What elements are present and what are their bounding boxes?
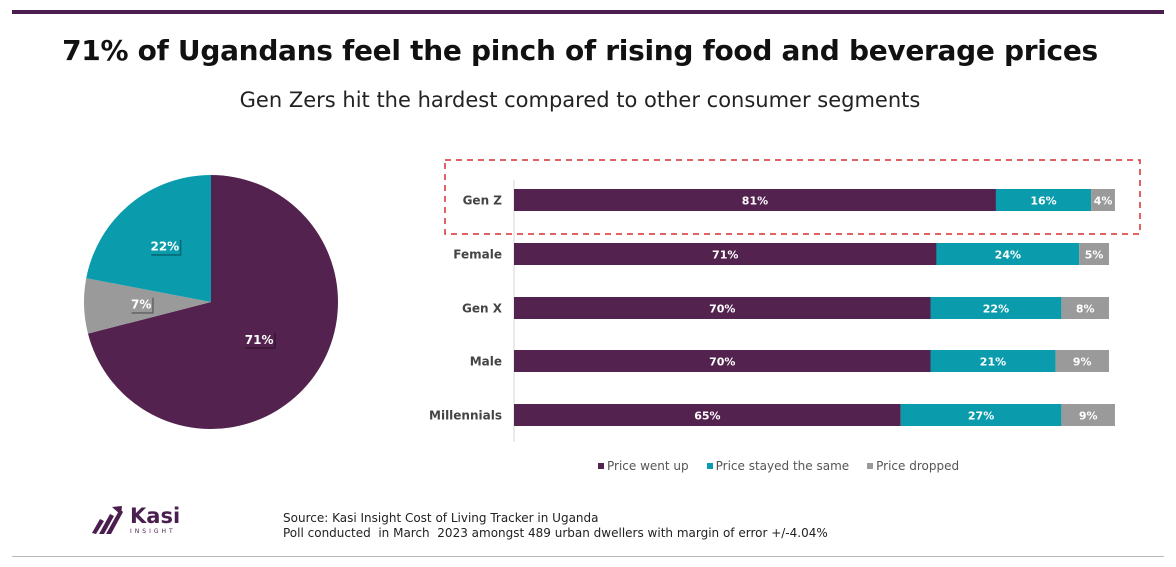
category-label-male: Male	[470, 355, 502, 369]
poll-note-line: Poll conducted in March 2023 amongst 489…	[283, 526, 828, 540]
chart-title: 71% of Ugandans feel the pinch of rising…	[62, 34, 1098, 67]
data-label-millennials-price-stayed-the-same: 27%	[968, 410, 994, 423]
data-label-male-price-dropped: 9%	[1073, 356, 1092, 369]
legend-item-dropped: Price dropped	[867, 459, 959, 473]
legend-swatch-dropped	[867, 463, 874, 469]
bar-male-price-stayed-the-same	[930, 350, 1056, 372]
top-rule	[12, 10, 1164, 14]
pie-slice-price-went-up	[87, 175, 339, 430]
bar-millennials-price-stayed-the-same	[900, 404, 1062, 426]
bar-gen-z-price-stayed-the-same	[995, 189, 1092, 211]
category-label-gen-x: Gen X	[462, 302, 503, 316]
data-label-gen-z-price-dropped: 4%	[1094, 195, 1113, 208]
data-label-millennials-price-dropped: 9%	[1079, 410, 1098, 423]
pie-chart: 71% 7% 22%	[83, 175, 339, 430]
source-note: Source: Kasi Insight Cost of Living Trac…	[283, 511, 828, 541]
bar-female-price-stayed-the-same	[936, 243, 1080, 265]
pie-label-box	[244, 331, 275, 348]
chart-legend: Price went up Price stayed the same Pric…	[598, 459, 959, 473]
bar-gen-z-price-dropped	[1091, 189, 1115, 211]
bottom-rule	[12, 556, 1164, 557]
data-label-female-price-stayed-the-same: 24%	[995, 249, 1021, 262]
data-label-male-price-stayed-the-same: 21%	[980, 356, 1006, 369]
bar-millennials-price-went-up	[514, 404, 901, 426]
category-label-female: Female	[453, 248, 502, 262]
legend-swatch-went-up	[598, 463, 604, 469]
data-label-gen-x-price-stayed-the-same: 22%	[983, 303, 1009, 316]
data-label-millennials-price-went-up: 65%	[694, 410, 720, 423]
pie-label-price-went-up: 71%	[245, 333, 274, 347]
category-label-gen-z: Gen Z	[463, 194, 503, 208]
data-label-male-price-went-up: 70%	[709, 356, 735, 369]
pie-slice-price-stayed-the-same	[86, 175, 211, 302]
legend-label-same: Price stayed the same	[715, 459, 850, 473]
bar-male-price-went-up	[514, 350, 931, 372]
pie-label-price-dropped: 7%	[131, 298, 151, 312]
source-line: Source: Kasi Insight Cost of Living Trac…	[283, 511, 599, 525]
legend-label-went-up: Price went up	[607, 459, 689, 473]
data-label-gen-x-price-went-up: 70%	[709, 303, 735, 316]
legend-swatch-same	[706, 463, 713, 469]
legend-item-same: Price stayed the same	[706, 459, 850, 473]
data-label-gen-z-price-stayed-the-same: 16%	[1030, 195, 1056, 208]
data-label-female-price-dropped: 5%	[1085, 249, 1104, 262]
pie-label-box	[130, 296, 153, 313]
pie-label-price-stayed-the-same: 22%	[150, 240, 179, 254]
data-label-female-price-went-up: 71%	[712, 249, 738, 262]
kasi-logo-icon	[92, 506, 123, 534]
bar-millennials-price-dropped	[1061, 404, 1115, 426]
data-label-gen-x-price-dropped: 8%	[1076, 303, 1095, 316]
legend-item-went-up: Price went up	[598, 459, 689, 473]
legend-label-dropped: Price dropped	[876, 459, 960, 473]
stacked-bar-chart: Gen Z 81% 16% 4% Female 71% 24% 5% Gen X 70% 22% 8%…	[429, 159, 1141, 442]
pie-label-box	[149, 238, 180, 255]
bar-gen-x-price-dropped	[1061, 297, 1109, 319]
bar-female-price-dropped	[1079, 243, 1109, 265]
category-label-millennials: Millennials	[429, 409, 502, 423]
chart-subtitle: Gen Zers hit the hardest compared to oth…	[239, 88, 921, 112]
bar-gen-x-price-went-up	[514, 297, 931, 319]
kasi-logo: Kasi INSIGHT	[90, 505, 180, 535]
bar-gen-x-price-stayed-the-same	[930, 297, 1062, 319]
data-label-gen-z-price-went-up: 81%	[742, 195, 768, 208]
highlight-box-gen-z	[444, 159, 1141, 235]
bar-gen-z-price-went-up	[514, 189, 996, 211]
logo-subtitle: INSIGHT	[130, 527, 176, 535]
bar-male-price-dropped	[1055, 350, 1109, 372]
logo-name: Kasi	[130, 503, 181, 528]
bar-female-price-went-up	[514, 243, 937, 265]
